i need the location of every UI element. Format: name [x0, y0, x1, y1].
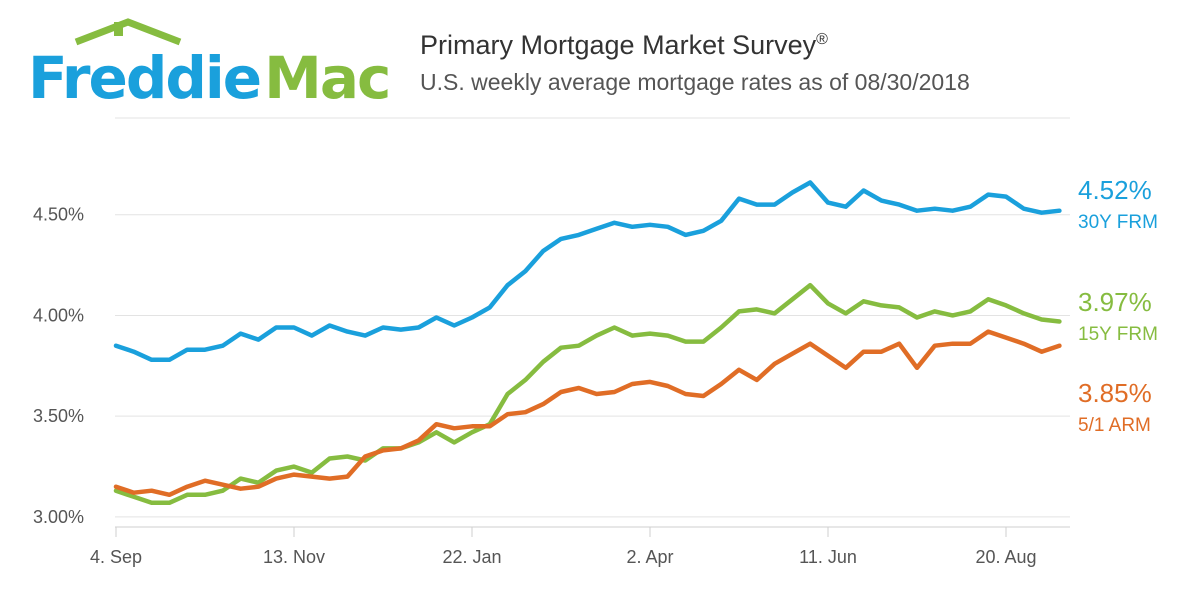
logo-text-accent: Mac: [264, 44, 388, 106]
series-name-label: 5/1 ARM: [1078, 415, 1151, 436]
y-tick-label: 3.00%: [33, 507, 84, 527]
series-name-label: 30Y FRM: [1078, 212, 1158, 233]
y-tick-label: 3.50%: [33, 406, 84, 426]
chimney-shape: [114, 22, 123, 36]
roof-shape: [74, 18, 182, 46]
series-line-1: [113, 282, 1062, 506]
series-line-0: [113, 180, 1062, 363]
x-axis: 4. Sep 13. Nov 22. Jan 2. Apr 11. Jun 20. Aug: [90, 526, 1070, 567]
x-tick-label: 13. Nov: [263, 547, 325, 567]
x-tick-label: 2. Apr: [626, 547, 673, 567]
series-line-2: [113, 329, 1062, 498]
series-end-value: 3.97%: [1078, 287, 1152, 317]
house-roof-icon: FreddieMac: [28, 18, 391, 112]
x-tick-label: 11. Jun: [799, 547, 857, 567]
logo-text: FreddieMac: [28, 44, 388, 106]
series-end-value: 3.85%: [1078, 378, 1152, 408]
plot-area: [115, 118, 1070, 527]
page-subtitle: U.S. weekly average mortgage rates as of…: [420, 69, 970, 95]
registered-mark: ®: [816, 31, 828, 48]
series-name-label: 15Y FRM: [1078, 324, 1158, 345]
end-labels: 4.52% 30Y FRM 3.97% 15Y FRM 3.85% 5/1 ARM: [1078, 175, 1158, 436]
logo-text-main: Freddie: [28, 44, 260, 106]
y-axis: 3.00% 3.50% 4.00% 4.50%: [33, 205, 84, 527]
freddie-mac-logo: FreddieMac: [28, 16, 391, 112]
x-tick-label: 4. Sep: [90, 547, 142, 567]
series-lines: [113, 180, 1062, 506]
page-title: Primary Mortgage Market Survey®: [420, 30, 970, 61]
title-text: Primary Mortgage Market Survey: [420, 30, 817, 60]
y-tick-label: 4.00%: [33, 305, 84, 325]
x-tick-label: 22. Jan: [442, 547, 501, 567]
chart-header: Primary Mortgage Market Survey® U.S. wee…: [420, 30, 970, 96]
x-tick-label: 20. Aug: [975, 547, 1036, 567]
y-tick-label: 4.50%: [33, 205, 84, 225]
series-end-value: 4.52%: [1078, 175, 1152, 205]
